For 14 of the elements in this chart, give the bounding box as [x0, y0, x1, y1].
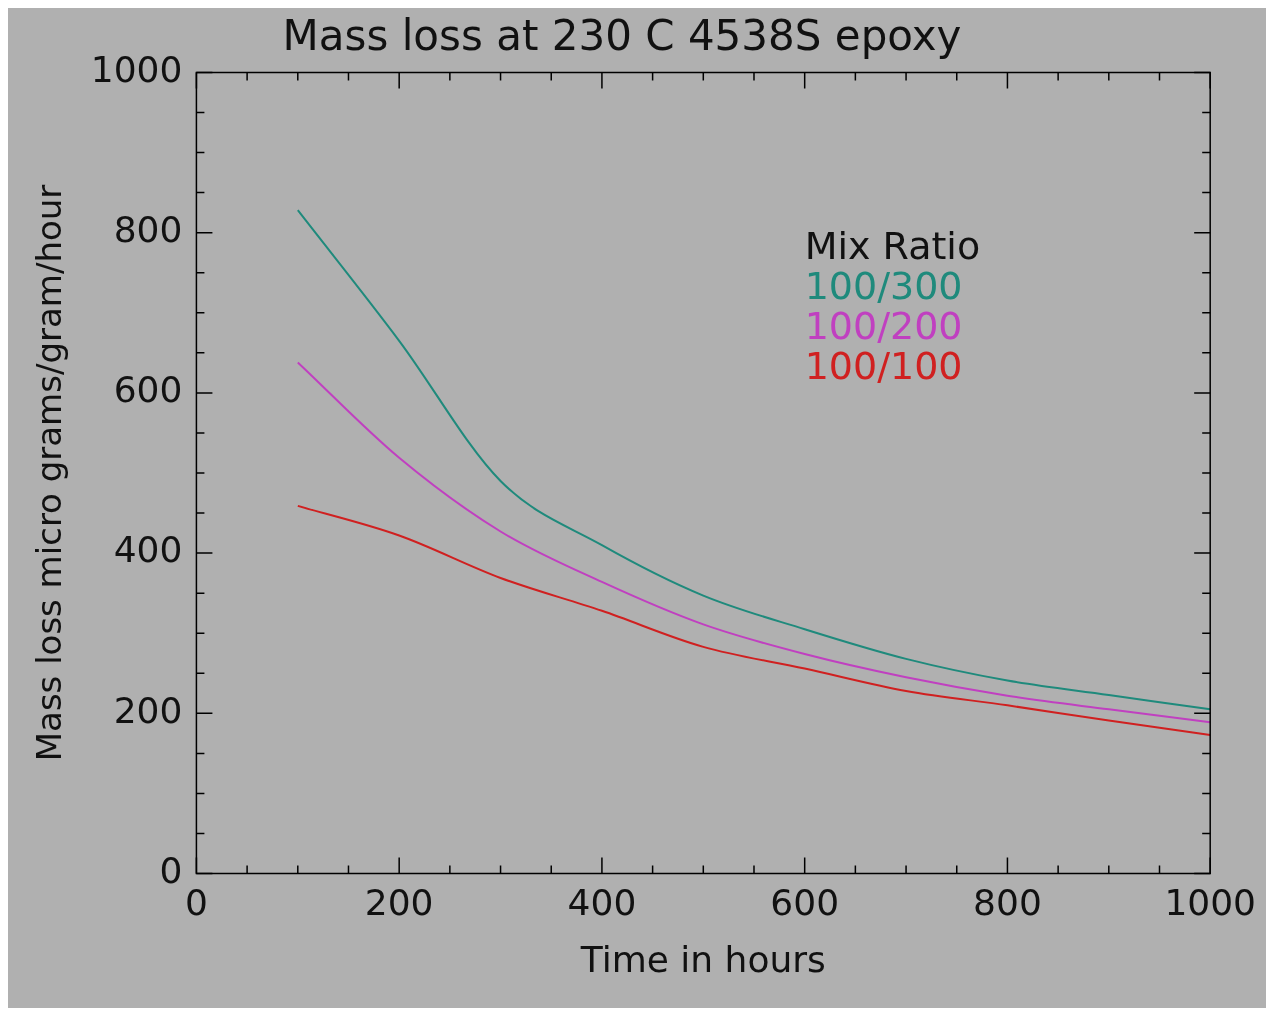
y-axis-title: Mass loss micro grams/gram/hour	[29, 184, 70, 762]
x-tick-label: 1000	[1164, 881, 1256, 923]
y-tick-label: 800	[113, 209, 183, 250]
y-tick-label: 0	[159, 849, 183, 891]
y-tick-label: 600	[113, 369, 183, 411]
y-tick-label: 200	[113, 689, 183, 731]
chart-title: Mass loss at 230 C 4538S epoxy	[282, 11, 962, 61]
x-tick-label: 400	[567, 881, 637, 923]
x-tick-label: 800	[973, 881, 1042, 923]
y-tick-label: 400	[113, 529, 183, 571]
y-tick-label: 1000	[90, 48, 183, 90]
x-axis-title: Time in hours	[579, 938, 826, 980]
x-tick-label: 600	[770, 881, 840, 923]
x-tick-label: 200	[364, 881, 434, 923]
